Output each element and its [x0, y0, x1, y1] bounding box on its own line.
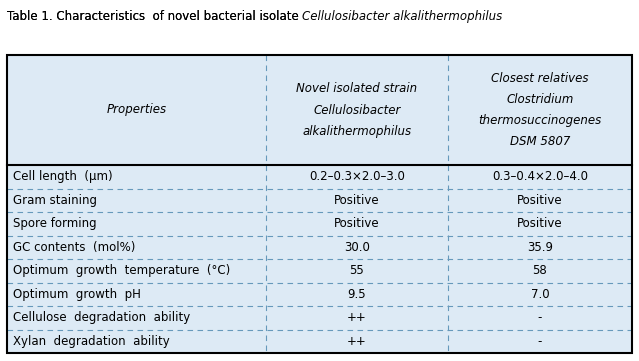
- Text: 35.9: 35.9: [527, 241, 553, 254]
- Text: Optimum  growth  temperature  (°C): Optimum growth temperature (°C): [13, 264, 230, 277]
- Bar: [7, 55, 632, 353]
- Text: 7.0: 7.0: [530, 288, 549, 301]
- Text: Positive: Positive: [334, 217, 380, 230]
- Text: 30.0: 30.0: [344, 241, 370, 254]
- Text: Table 1. Characteristics  of novel bacterial isolate: Table 1. Characteristics of novel bacter…: [7, 10, 302, 23]
- Text: Optimum  growth  pH: Optimum growth pH: [13, 288, 141, 301]
- Text: ++: ++: [347, 311, 367, 324]
- Text: 55: 55: [350, 264, 364, 277]
- Text: Gram staining: Gram staining: [13, 194, 97, 207]
- Text: 58: 58: [532, 264, 547, 277]
- Text: -: -: [537, 311, 542, 324]
- Text: Novel isolated strain
Cellulosibacter
alkalithermophilus: Novel isolated strain Cellulosibacter al…: [296, 83, 417, 138]
- Text: Spore forming: Spore forming: [13, 217, 96, 230]
- Text: Positive: Positive: [517, 217, 562, 230]
- Text: GC contents  (mol%): GC contents (mol%): [13, 241, 135, 254]
- Text: 0.3–0.4×2.0–4.0: 0.3–0.4×2.0–4.0: [492, 170, 588, 183]
- Text: Positive: Positive: [517, 194, 562, 207]
- Bar: [7, 55, 632, 353]
- Text: -: -: [537, 335, 542, 348]
- Text: Closest relatives
Clostridium
thermosuccinogenes
DSM 5807: Closest relatives Clostridium thermosucc…: [478, 72, 601, 148]
- Text: Cellulosibacter alkalithermophilus: Cellulosibacter alkalithermophilus: [302, 10, 503, 23]
- Text: Properties: Properties: [107, 104, 167, 117]
- Text: Positive: Positive: [334, 194, 380, 207]
- Text: 9.5: 9.5: [348, 288, 366, 301]
- Text: Cell length  (μm): Cell length (μm): [13, 170, 112, 183]
- Text: Table 1. Characteristics  of novel bacterial isolate: Table 1. Characteristics of novel bacter…: [7, 10, 302, 23]
- Text: ++: ++: [347, 335, 367, 348]
- Text: 0.2–0.3×2.0–3.0: 0.2–0.3×2.0–3.0: [309, 170, 405, 183]
- Text: Xylan  degradation  ability: Xylan degradation ability: [13, 335, 170, 348]
- Text: Cellulose  degradation  ability: Cellulose degradation ability: [13, 311, 190, 324]
